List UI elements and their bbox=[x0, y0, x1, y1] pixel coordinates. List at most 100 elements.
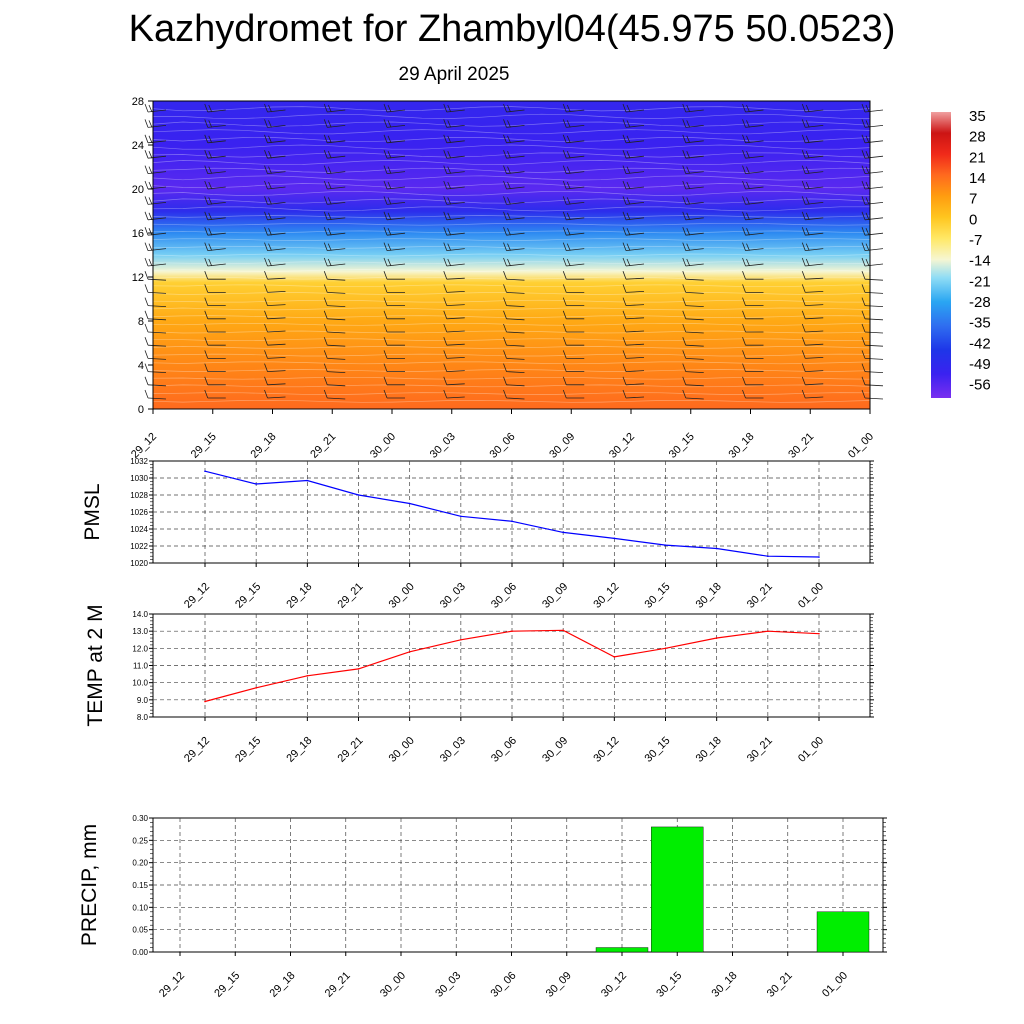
pmsl-point bbox=[664, 544, 667, 546]
wind-barb bbox=[562, 389, 585, 399]
wind-barb bbox=[144, 376, 167, 387]
wind-barb bbox=[742, 310, 764, 320]
x-tick-label: 30_00 bbox=[378, 970, 408, 1000]
wind-barb bbox=[861, 150, 884, 159]
wind-barb bbox=[264, 323, 286, 333]
y-tick-label: 0.30 bbox=[132, 814, 148, 823]
wind-barb bbox=[682, 196, 704, 205]
wind-barb bbox=[383, 165, 406, 174]
wind-barb bbox=[443, 242, 465, 251]
y-tick-label: 4 bbox=[138, 360, 144, 372]
wind-barb bbox=[682, 242, 704, 251]
wind-barb bbox=[682, 363, 704, 373]
wind-barb bbox=[443, 323, 465, 333]
wind-barb bbox=[861, 257, 884, 267]
wind-barb bbox=[264, 242, 286, 251]
y-tick-label: 0.00 bbox=[132, 948, 148, 957]
wind-barb bbox=[383, 389, 405, 399]
x-tick-label: 29_15 bbox=[233, 735, 263, 765]
temp-series-line bbox=[204, 629, 820, 703]
wind-barb bbox=[622, 257, 645, 267]
wind-barb bbox=[503, 323, 525, 334]
wind-barb bbox=[742, 119, 764, 128]
wind-barb bbox=[562, 363, 585, 373]
wind-barb bbox=[383, 310, 405, 320]
wind-barb bbox=[443, 337, 465, 346]
wind-barb bbox=[622, 310, 645, 320]
wind-barb bbox=[264, 257, 286, 267]
wind-barb bbox=[144, 310, 167, 321]
wind-barb bbox=[144, 103, 167, 113]
x-tick-label: 30_15 bbox=[643, 581, 673, 611]
x-tick-label: 30_15 bbox=[667, 431, 697, 461]
wind-barb bbox=[144, 196, 167, 205]
y-tick-label: 1020 bbox=[130, 559, 148, 568]
wind-barb bbox=[383, 323, 405, 333]
x-tick-label: 30_09 bbox=[547, 431, 577, 461]
wind-barb bbox=[144, 257, 167, 267]
pmsl-point bbox=[357, 494, 360, 496]
wind-barb bbox=[503, 337, 525, 347]
wind-barb bbox=[443, 211, 465, 221]
wind-barb bbox=[204, 196, 226, 205]
x-tick-label: 30_12 bbox=[591, 735, 621, 765]
wind-barb bbox=[682, 180, 704, 190]
wind-barb bbox=[801, 103, 824, 113]
wind-barb bbox=[682, 284, 704, 294]
wind-barb bbox=[323, 337, 346, 347]
wind-barb bbox=[622, 227, 645, 236]
wind-barb bbox=[264, 376, 286, 386]
wind-barb bbox=[323, 103, 346, 113]
wind-barb bbox=[204, 134, 226, 144]
wind-barb bbox=[323, 150, 346, 159]
wind-barb bbox=[682, 323, 704, 334]
wind-barb bbox=[622, 119, 645, 128]
wind-barb bbox=[622, 389, 645, 399]
x-tick-label: 30_09 bbox=[540, 581, 570, 611]
wind-barb bbox=[562, 180, 585, 190]
precip-bar bbox=[651, 826, 704, 953]
wind-barb bbox=[861, 180, 884, 190]
colorbar-label: -49 bbox=[969, 356, 991, 373]
wind-barb bbox=[503, 242, 525, 251]
wind-barb bbox=[682, 389, 704, 400]
x-tick-label: 01_00 bbox=[796, 735, 826, 765]
wind-barb bbox=[503, 271, 525, 281]
wind-barb bbox=[622, 211, 645, 221]
isotherm-line bbox=[152, 198, 871, 204]
temp-point bbox=[204, 700, 206, 703]
temp-point bbox=[357, 668, 360, 670]
x-tick-label: 30_06 bbox=[489, 735, 519, 765]
x-tick-label: 29_12 bbox=[182, 581, 212, 611]
wind-barb bbox=[742, 257, 764, 267]
x-tick-label: 29_21 bbox=[336, 581, 366, 611]
wind-barb bbox=[562, 310, 585, 320]
x-tick-label: 29_12 bbox=[157, 970, 187, 1000]
pmsl-series-line bbox=[204, 470, 820, 558]
wind-barb bbox=[204, 310, 226, 320]
y-tick-label: 1030 bbox=[130, 474, 148, 483]
wind-barb bbox=[204, 337, 226, 346]
wind-barb bbox=[503, 150, 525, 159]
wind-barb bbox=[144, 150, 167, 159]
y-tick-label: 0.05 bbox=[132, 926, 148, 935]
wind-barb bbox=[383, 150, 406, 159]
wind-barb bbox=[443, 271, 465, 280]
x-tick-label: 30_12 bbox=[599, 970, 629, 1000]
wind-barb bbox=[323, 284, 346, 294]
colorbar-label: -42 bbox=[969, 335, 991, 352]
wind-barb bbox=[562, 165, 585, 174]
wind-barb bbox=[323, 180, 346, 190]
pmsl-point bbox=[255, 483, 257, 485]
wind-barb bbox=[204, 257, 226, 267]
pmsl-point bbox=[204, 470, 206, 473]
wind-barb bbox=[622, 323, 645, 333]
wind-barb bbox=[801, 227, 824, 236]
wind-barb bbox=[801, 363, 824, 372]
wind-barb bbox=[801, 310, 824, 320]
wind-barb bbox=[264, 284, 286, 293]
wind-barb bbox=[443, 389, 465, 399]
wind-barb bbox=[861, 134, 884, 144]
wind-barb bbox=[383, 103, 406, 113]
temp-ylabel: TEMP at 2 M bbox=[84, 604, 107, 726]
